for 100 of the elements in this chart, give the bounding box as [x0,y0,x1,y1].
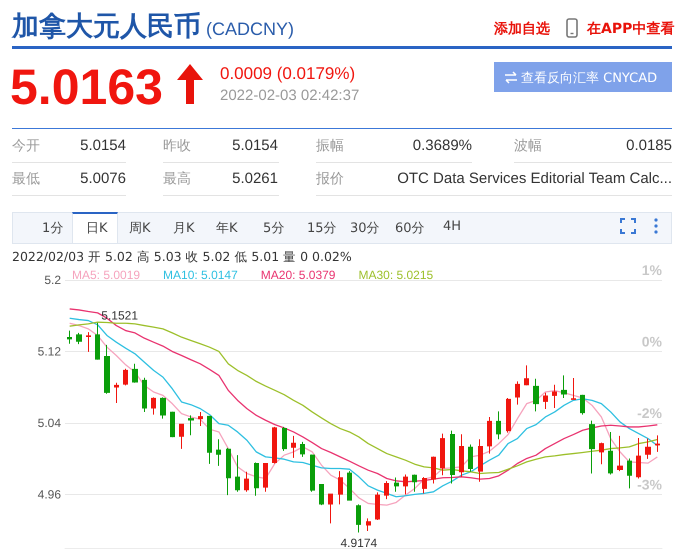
text: 最低 [12,170,40,188]
candlestick [552,384,557,409]
text: 2022/02/03 开 5.02 高 5.03 收 5.02 低 5.01 量 0 0.02% [12,249,352,266]
candlestick [263,462,268,492]
text: 0.3689% [412,137,472,154]
candlestick [478,438,483,482]
candlestick [636,437,641,479]
candlestick [450,430,455,484]
text: 0.0185 [626,137,672,154]
candlestick [338,470,343,505]
candlestick [310,454,315,492]
text: MA20: 5.0379 [260,268,336,282]
candlestick [244,471,249,492]
candlestick [328,494,333,524]
text: 5.0154 [232,137,278,154]
text: 5.0076 [80,170,126,187]
candlestick [384,480,389,500]
candlestick [207,416,212,464]
candlestick [95,322,100,360]
text: 年K [216,220,238,237]
text: MA10: 5.0147 [163,268,238,282]
text: MA30: 5.0215 [358,268,434,282]
text: 60分 [395,220,425,237]
text: 加拿大元人民币 [12,10,201,44]
candlestick [496,410,501,440]
text: 今开 [12,137,40,155]
candlestick [319,484,324,506]
candlestick [599,442,604,465]
candlestick [67,330,72,344]
candlestick [291,435,296,458]
candlestick [515,380,520,406]
annotation: 4.9174 [340,536,378,550]
candlestick [132,363,138,384]
text: 5.0261 [232,170,278,187]
candlestick [104,344,110,394]
candlestick [580,394,585,416]
text: 4H [443,219,462,234]
candlestick [506,398,511,434]
text: 5.0154 [80,137,126,154]
candlestick [468,444,473,472]
text: 月K [173,220,195,237]
candlestick [151,396,156,416]
candlestick [216,438,221,466]
candlestick [179,424,184,450]
text: OTC Data Services Editorial Team Calc... [397,170,672,187]
y-tick-label: 4.96 [38,487,62,502]
text: 最高 [163,170,191,188]
text: 1分 [42,220,64,237]
candlestick [524,364,529,386]
candlestick [440,433,445,476]
candlestick [375,492,380,521]
candlestick [347,470,352,501]
candlestick [160,396,166,420]
text: 0.0009 (0.0179%) [220,64,356,84]
candlestick [571,378,576,400]
candlestick [561,374,567,399]
candlestick [235,454,240,492]
annotation: 5.1521 [101,308,138,322]
candlestick [170,411,175,438]
candlestick [422,476,427,494]
y-tick-label: 5.2 [44,273,62,287]
text: 报价 [316,170,344,188]
y-tick-label: 5.12 [38,344,62,358]
text: (CADCNY) [206,19,294,40]
candlestick [300,441,305,458]
candlestick [533,378,539,412]
text: 15分 [307,220,337,237]
candlestick [394,477,399,492]
text: 周K [129,220,151,237]
text: 查看反向汇率 CNYCAD [521,70,658,87]
candlestick [403,474,408,495]
candlestick [627,458,632,489]
candlestick [543,392,548,410]
candlestick [254,462,259,496]
candlestick [366,518,371,532]
candlestick [282,426,287,452]
text: 5分 [263,220,284,237]
candlestick [608,431,613,475]
candlestick [617,435,623,472]
text: 波幅 [514,137,542,155]
text: 5.0163 [10,58,163,116]
text: MA5: 5.0019 [72,268,140,282]
candlestick [272,426,277,464]
candlestick [655,434,660,452]
candlestick [589,420,595,474]
candlestick [487,416,492,454]
text: 振幅 [316,137,344,155]
candlestick [86,332,91,352]
text: 30分 [350,220,380,237]
text: 在APP中查看 [587,20,674,38]
candlestick [114,382,119,404]
candlestick [198,411,203,426]
text: 昨收 [163,137,191,155]
candlestick [123,368,128,386]
candlestick [459,434,464,478]
candlestick [142,377,147,412]
candlestick [226,447,231,496]
text: 添加自选 [494,20,550,38]
candlestick [431,456,436,484]
candlestick [412,474,417,492]
